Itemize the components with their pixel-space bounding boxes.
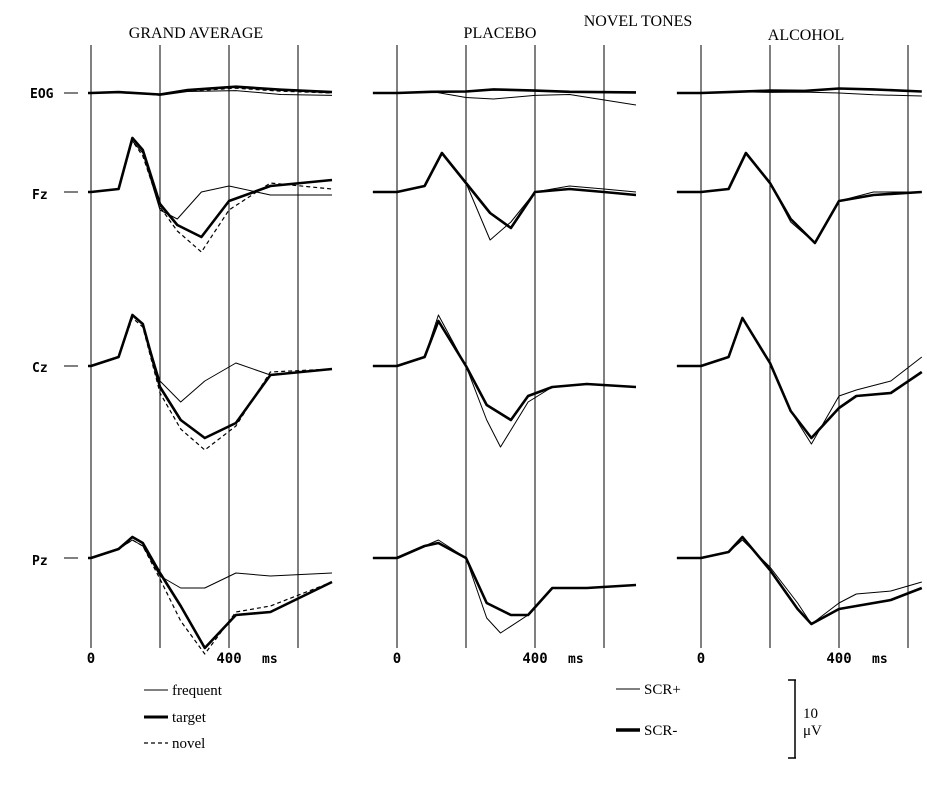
panel-title-grand-average: GRAND AVERAGE [129, 25, 263, 42]
trace-cz-scr-plus [676, 317, 923, 445]
trace-fz-frequent [88, 140, 332, 220]
legend-novel-label: novel [172, 736, 205, 752]
x-tick-0-panel-3: 0 [697, 651, 705, 667]
trace-cz-novel [88, 317, 333, 451]
x-tick-400-panel-2: 400 [522, 651, 547, 667]
trace-pz-scr-minus [676, 535, 923, 626]
scale-bar-value: 10 [803, 706, 818, 722]
panel-title-alcohol: ALCOHOL [768, 27, 844, 44]
x-tick-0-panel-1: 0 [87, 651, 95, 667]
legend-target-label: target [172, 710, 207, 726]
trace-cz-scr-minus [372, 319, 637, 422]
legend-scr-minus-label: SCR- [644, 723, 677, 739]
trace-fz-novel [88, 140, 333, 253]
trace-fz-target [88, 136, 333, 239]
legend-scr-plus-label: SCR+ [644, 682, 681, 698]
channel-label-fz: Fz [32, 188, 48, 203]
trace-eog-scr-minus [676, 87, 922, 95]
channel-label-eog: EOG [30, 87, 54, 102]
x-unit-panel-1: ms [262, 652, 278, 667]
trace-eog-scr-minus [372, 88, 637, 95]
scale-bar: 10 μV [788, 679, 822, 759]
panel-grand-average [64, 45, 333, 655]
x-tick-0-panel-2: 0 [393, 651, 401, 667]
trace-pz-scr-minus [372, 541, 637, 617]
x-tick-400-panel-3: 400 [826, 651, 851, 667]
trace-cz-scr-minus [676, 316, 923, 440]
channel-label-pz: Pz [32, 554, 48, 569]
legend-left: frequent target novel [144, 683, 223, 752]
panel-placebo [372, 45, 637, 648]
trace-pz-frequent [88, 539, 333, 589]
trace-pz-target [88, 535, 333, 650]
trace-pz-novel [88, 539, 333, 655]
trace-fz-scr-minus [372, 151, 637, 230]
scale-bar-unit: μV [803, 723, 822, 739]
trace-cz-target [88, 313, 333, 440]
trace-cz-scr-plus [372, 314, 637, 448]
channel-label-cz: Cz [32, 361, 48, 376]
panel-alcohol [676, 45, 923, 648]
legend-right: SCR+ SCR- [616, 682, 681, 739]
x-tick-400-panel-1: 400 [216, 651, 241, 667]
x-unit-panel-3: ms [872, 652, 888, 667]
trace-fz-scr-plus [676, 152, 922, 244]
trace-cz-frequent [88, 314, 333, 403]
trace-fz-scr-minus [676, 151, 922, 245]
trace-fz-scr-plus [372, 152, 637, 241]
legend-frequent-label: frequent [172, 683, 223, 699]
panel-title-placebo: PLACEBO [464, 25, 537, 42]
trace-eog-novel [88, 87, 333, 95]
figure-title: NOVEL TONES [584, 13, 693, 30]
x-unit-panel-2: ms [568, 652, 584, 667]
